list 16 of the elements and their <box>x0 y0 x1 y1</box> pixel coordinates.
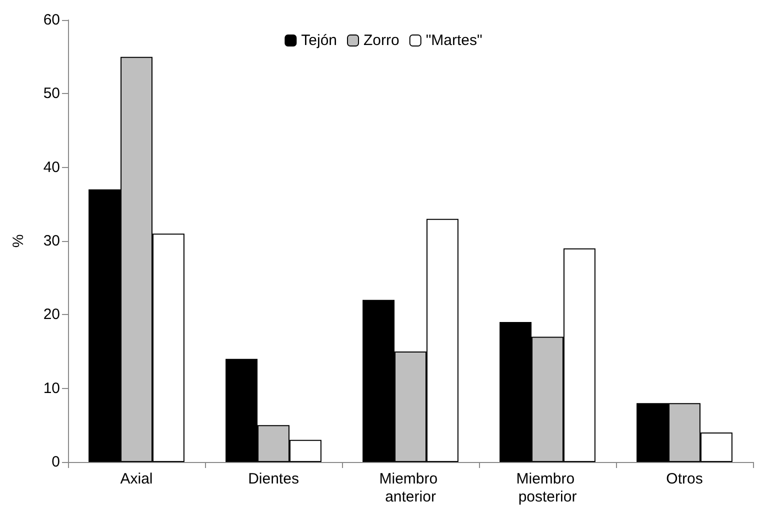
x-tick-label: Miembro posterior <box>516 470 579 506</box>
legend-label: Zorro <box>364 32 400 49</box>
y-axis-title: % <box>10 234 27 248</box>
y-tick-label: 50 <box>43 85 60 102</box>
y-tick-label: 30 <box>43 232 60 250</box>
legend-label: "Martes" <box>426 32 482 49</box>
legend-label: Tejón <box>301 32 338 49</box>
y-tick-label: 0 <box>52 454 60 470</box>
x-tick-label: Miembro anterior <box>379 470 442 506</box>
y-tick-label: 60 <box>43 12 60 28</box>
y-tick-label: 40 <box>43 158 60 176</box>
y-tick-label: 10 <box>43 380 60 397</box>
x-tick-label: Dientes <box>248 470 299 488</box>
x-tick-label: Axial <box>120 470 153 488</box>
x-tick-label: Otros <box>666 470 703 488</box>
y-tick-label: 20 <box>43 306 60 324</box>
